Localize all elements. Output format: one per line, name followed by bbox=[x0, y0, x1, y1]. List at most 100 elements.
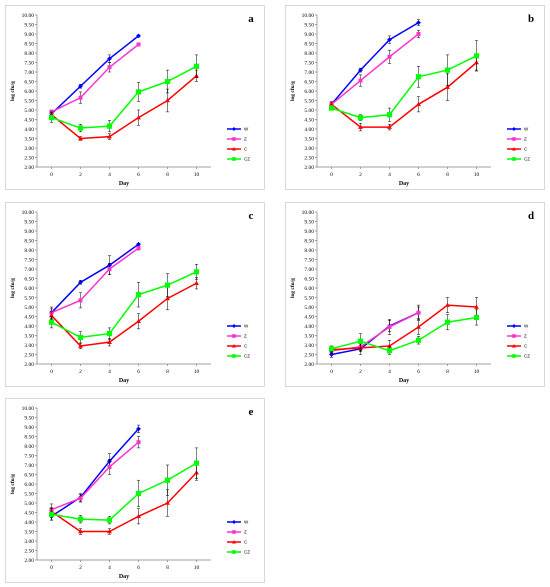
x-tick-label: 10 bbox=[194, 565, 200, 571]
y-tick-label: 6.00 bbox=[24, 482, 34, 488]
data-point bbox=[165, 295, 170, 301]
series-line bbox=[50, 35, 139, 115]
panel-label: e bbox=[249, 406, 254, 418]
y-tick-label: 2.00 bbox=[24, 362, 34, 368]
panel-label: c bbox=[249, 210, 254, 222]
data-point bbox=[78, 279, 83, 285]
legend-label: CZ bbox=[244, 157, 250, 162]
series-line bbox=[330, 21, 419, 105]
data-point bbox=[473, 314, 480, 321]
y-tick-label: 9.00 bbox=[24, 32, 34, 38]
x-tick-label: 6 bbox=[137, 565, 140, 571]
chart-frame bbox=[5, 202, 265, 387]
legend-entry-cz: CZ bbox=[227, 550, 250, 555]
chart-panel-a: 2.00 2.50 3.00 3.50 4.00 4.50 5.00 5.50 6.00 6.50… bbox=[5, 5, 265, 190]
data-point bbox=[444, 67, 451, 73]
legend-label: CZ bbox=[244, 354, 250, 359]
chart-panel-b: 2.00 2.50 3.00 3.50 4.00 4.50 5.00 5.50 6.00 6.50… bbox=[285, 5, 545, 190]
data-point bbox=[474, 304, 479, 309]
data-point bbox=[135, 292, 142, 298]
y-tick-label: 10.00 bbox=[302, 210, 315, 216]
data-point bbox=[387, 324, 392, 329]
legend-entry-w: W bbox=[507, 127, 529, 132]
data-point bbox=[358, 78, 363, 83]
data-point bbox=[48, 319, 55, 325]
legend-label: W bbox=[244, 127, 249, 132]
series-z bbox=[49, 245, 141, 319]
series-line bbox=[331, 61, 477, 128]
data-point bbox=[416, 310, 421, 315]
x-tick-label: 10 bbox=[474, 172, 480, 178]
legend-entry-z: Z bbox=[507, 137, 527, 142]
series-line bbox=[51, 271, 197, 339]
data-point bbox=[107, 529, 112, 534]
x-tick-label: 4 bbox=[108, 172, 111, 178]
y-tick-label: 4.50 bbox=[304, 117, 314, 123]
x-axis-label: Day bbox=[119, 181, 129, 187]
data-point bbox=[329, 101, 334, 107]
chart-frame bbox=[5, 5, 265, 190]
data-point bbox=[136, 42, 141, 47]
data-point bbox=[328, 346, 335, 352]
series-w bbox=[329, 19, 421, 107]
x-tick-label: 4 bbox=[108, 369, 111, 375]
legend-entry-w: W bbox=[507, 324, 529, 329]
legend-entry-z: Z bbox=[507, 334, 527, 339]
y-tick-label: 5.00 bbox=[24, 501, 34, 507]
legend-marker bbox=[512, 147, 516, 151]
y-tick-label: 6.00 bbox=[24, 89, 34, 95]
y-tick-label: 7.00 bbox=[24, 463, 34, 469]
y-tick-label: 8.50 bbox=[304, 238, 314, 244]
legend-entry-z: Z bbox=[227, 530, 247, 535]
y-axis-label: log cfu/g bbox=[290, 81, 296, 101]
data-point bbox=[107, 56, 112, 62]
legend-label: C bbox=[244, 147, 248, 152]
legend-label: Z bbox=[524, 137, 527, 142]
series-cz bbox=[48, 54, 200, 133]
legend-entry-cz: CZ bbox=[507, 354, 530, 359]
x-axis-label: Day bbox=[399, 181, 409, 187]
data-point bbox=[415, 74, 422, 80]
series-line bbox=[51, 472, 198, 533]
series-line bbox=[331, 304, 477, 351]
data-point bbox=[107, 464, 112, 469]
y-tick-label: 2.50 bbox=[304, 155, 314, 161]
chart-svg: 2.00 2.50 3.00 3.50 4.00 4.50 5.00 5.50 6.00 6.50… bbox=[5, 202, 265, 387]
y-tick-label: 6.50 bbox=[24, 472, 34, 478]
x-axis-label: Day bbox=[119, 574, 129, 580]
data-point bbox=[164, 477, 171, 483]
legend-entry-c: C bbox=[227, 540, 248, 545]
legend-entry-c: C bbox=[227, 147, 248, 152]
legend-entry-cz: CZ bbox=[227, 354, 250, 359]
data-point bbox=[78, 136, 83, 141]
y-tick-label: 4.00 bbox=[24, 520, 34, 526]
y-tick-label: 8.00 bbox=[24, 444, 34, 450]
chart-frame bbox=[5, 398, 265, 583]
y-tick-label: 5.00 bbox=[24, 305, 34, 311]
data-point bbox=[107, 339, 112, 344]
series-line bbox=[51, 75, 197, 140]
data-point bbox=[136, 318, 141, 324]
legend-entry-z: Z bbox=[227, 334, 247, 339]
legend-entry-cz: CZ bbox=[227, 157, 250, 162]
data-point bbox=[107, 65, 112, 70]
data-point bbox=[136, 33, 141, 39]
data-point bbox=[136, 513, 141, 519]
legend-marker bbox=[232, 157, 236, 161]
data-point bbox=[77, 334, 84, 340]
data-point bbox=[387, 124, 392, 129]
x-tick-label: 4 bbox=[108, 565, 111, 571]
data-point bbox=[78, 95, 83, 100]
y-tick-label: 2.00 bbox=[24, 165, 34, 171]
x-tick-label: 6 bbox=[137, 172, 140, 178]
series-line bbox=[331, 33, 419, 105]
data-point bbox=[416, 32, 421, 36]
y-tick-label: 9.50 bbox=[304, 22, 314, 28]
legend-marker bbox=[512, 344, 516, 348]
y-tick-label: 10.00 bbox=[22, 406, 35, 412]
data-point bbox=[415, 337, 422, 343]
legend-label: CZ bbox=[524, 354, 530, 359]
y-tick-label: 7.50 bbox=[304, 60, 314, 66]
y-tick-label: 6.50 bbox=[304, 276, 314, 282]
data-point bbox=[136, 426, 141, 432]
